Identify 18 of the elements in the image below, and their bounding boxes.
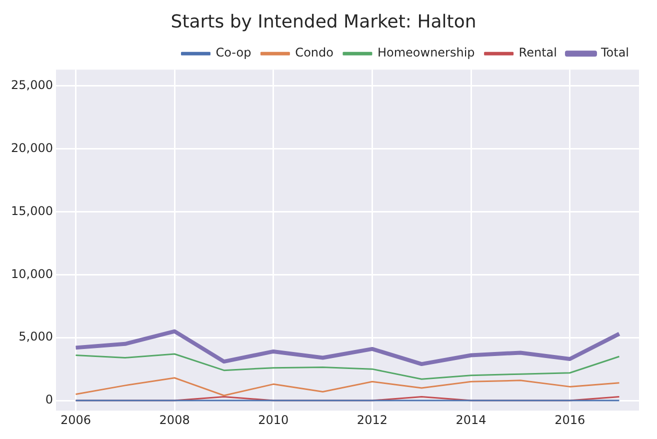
x-tick-label: 2010 [258, 412, 289, 427]
x-tick-label: 2012 [356, 412, 388, 427]
legend-label: Total [600, 46, 630, 60]
y-tick-label: 0 [45, 392, 53, 407]
y-tick-label: 25,000 [10, 78, 53, 92]
y-tick-label: 10,000 [10, 266, 53, 281]
y-tick-label: 15,000 [10, 204, 53, 218]
x-tick-label: 2006 [60, 412, 92, 427]
legend-label: Co-op [216, 46, 252, 60]
legend-label: Homeownership [377, 46, 475, 60]
chart-title: Starts by Intended Market: Halton [170, 11, 476, 32]
x-tick-label: 2014 [456, 412, 486, 427]
legend-label: Condo [295, 46, 334, 60]
x-tick-label: 2008 [159, 412, 190, 427]
x-tick-label: 2016 [554, 412, 586, 427]
y-tick-label: 5,000 [18, 330, 53, 344]
y-tick-label: 20,000 [10, 141, 53, 155]
legend-label: Rental [518, 46, 557, 60]
